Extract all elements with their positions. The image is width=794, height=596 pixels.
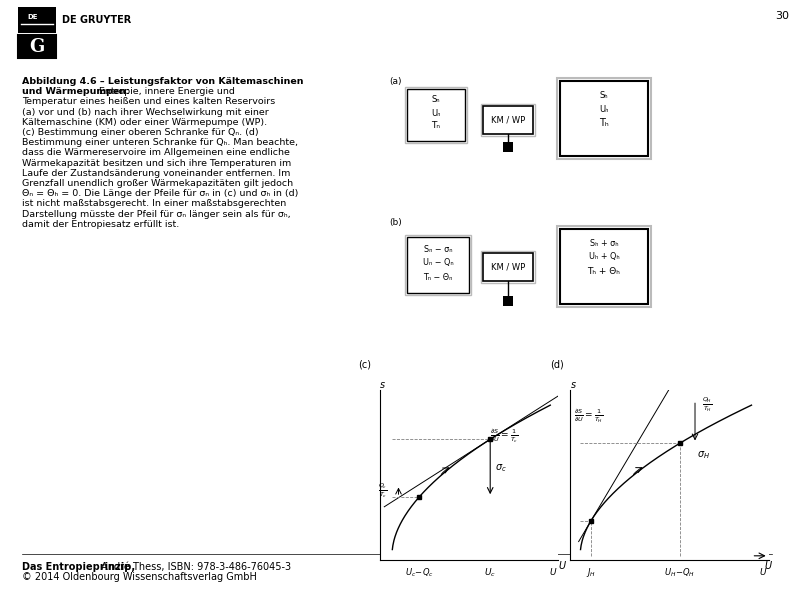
Text: und Wärmepumpen:: und Wärmepumpen: [22, 87, 129, 96]
Text: $U$: $U$ [764, 559, 773, 571]
Text: Abbildung 4.6 – Leistungsfaktor von Kältemaschinen: Abbildung 4.6 – Leistungsfaktor von Kält… [22, 77, 303, 86]
Text: Entropie, innere Energie und: Entropie, innere Energie und [96, 87, 235, 96]
Text: Wärmekapazität besitzen und sich ihre Temperaturen im: Wärmekapazität besitzen und sich ihre Te… [22, 159, 291, 167]
Text: $U_c$: $U_c$ [484, 566, 496, 579]
Text: KM / WP: KM / WP [491, 116, 525, 125]
Text: $\frac{Q_c}{T_c}$: $\frac{Q_c}{T_c}$ [378, 482, 387, 500]
Text: damit der Entropiesatz erfüllt ist.: damit der Entropiesatz erfüllt ist. [22, 220, 179, 229]
Text: Θₙ = Θₕ = 0. Die Länge der Pfeile für σₙ in (c) und σₕ in (d): Θₙ = Θₕ = 0. Die Länge der Pfeile für σₙ… [22, 189, 299, 198]
Text: Tₙ: Tₙ [431, 122, 441, 131]
Bar [405, 87, 467, 143]
Bar [18, 35, 56, 58]
Text: $\frac{Q_H}{T_H}$: $\frac{Q_H}{T_H}$ [702, 395, 712, 414]
Text: (a) vor und (b) nach ihrer Wechselwirkung mit einer: (a) vor und (b) nach ihrer Wechselwirkun… [22, 108, 268, 117]
Bar [407, 89, 465, 141]
Bar [557, 78, 651, 159]
Bar [483, 253, 533, 281]
Bar [557, 226, 651, 307]
Text: (b): (b) [389, 218, 402, 227]
Text: Tₙ − Θₙ: Tₙ − Θₙ [423, 272, 453, 281]
Bar [481, 104, 535, 136]
Bar [481, 251, 535, 283]
Text: KM / WP: KM / WP [491, 262, 525, 272]
Text: Sₙ − σₙ: Sₙ − σₙ [424, 244, 453, 253]
Text: Tₕ: Tₕ [599, 118, 609, 128]
Text: (a): (a) [389, 77, 402, 86]
Text: Tₕ + Θₕ: Tₕ + Θₕ [588, 266, 620, 275]
Bar [407, 237, 469, 293]
Text: G: G [29, 38, 44, 56]
Bar [560, 229, 648, 304]
Text: $U$: $U$ [558, 559, 568, 571]
Text: (c): (c) [358, 360, 371, 370]
Text: DE GRUYTER: DE GRUYTER [62, 15, 131, 25]
Text: $s$: $s$ [570, 380, 577, 390]
Text: $s$: $s$ [380, 380, 386, 390]
Text: $\frac{\partial S}{\partial U}=\frac{1}{T_H}$: $\frac{\partial S}{\partial U}=\frac{1}{… [574, 408, 603, 425]
Bar [18, 7, 56, 33]
Text: (c) Bestimmung einer oberen Schranke für Qₙ. (d): (c) Bestimmung einer oberen Schranke für… [22, 128, 259, 137]
Text: $U$: $U$ [759, 566, 768, 577]
Text: Bestimmung einer unteren Schranke für Qₕ. Man beachte,: Bestimmung einer unteren Schranke für Qₕ… [22, 138, 298, 147]
Bar [560, 81, 648, 156]
Text: Laufe der Zustandsänderung voneinander entfernen. Im: Laufe der Zustandsänderung voneinander e… [22, 169, 291, 178]
Text: © 2014 Oldenbourg Wissenschaftsverlag GmbH: © 2014 Oldenbourg Wissenschaftsverlag Gm… [22, 572, 257, 582]
Text: Uₕ: Uₕ [599, 104, 609, 113]
Text: $\sigma_H$: $\sigma_H$ [696, 449, 710, 461]
Bar [503, 142, 513, 152]
Text: Sₕ: Sₕ [599, 91, 608, 100]
Text: ist nicht maßstabsgerecht. In einer maßstabsgerechten: ist nicht maßstabsgerecht. In einer maßs… [22, 200, 287, 209]
Text: $J_H$: $J_H$ [585, 566, 596, 579]
Text: $U_c\!-\!Q_c$: $U_c\!-\!Q_c$ [405, 566, 434, 579]
Text: Sₕ + σₕ: Sₕ + σₕ [590, 238, 619, 247]
Text: Uₙ − Qₙ: Uₙ − Qₙ [422, 259, 453, 268]
Text: (d): (d) [550, 360, 564, 370]
Text: Uₙ: Uₙ [431, 108, 441, 117]
Text: 30: 30 [775, 11, 789, 21]
Text: Temperatur eines heißen und eines kalten Reservoirs: Temperatur eines heißen und eines kalten… [22, 97, 276, 107]
Text: Uₕ + Qₕ: Uₕ + Qₕ [588, 253, 619, 262]
Bar [405, 235, 471, 295]
Text: Grenzfall unendlich großer Wärmekapazitäten gilt jedoch: Grenzfall unendlich großer Wärmekapazitä… [22, 179, 293, 188]
Text: $\sigma_c$: $\sigma_c$ [495, 462, 507, 474]
Bar [503, 296, 513, 306]
Bar [483, 106, 533, 134]
Text: André Thess, ISBN: 978-3-486-76045-3: André Thess, ISBN: 978-3-486-76045-3 [98, 562, 291, 572]
Text: $U_H\!-\!Q_H$: $U_H\!-\!Q_H$ [664, 566, 696, 579]
Text: Darstellung müsste der Pfeil für σₙ länger sein als für σₕ,: Darstellung müsste der Pfeil für σₙ läng… [22, 210, 291, 219]
Text: $\frac{\partial S}{\partial U}=\frac{1}{T_c}$: $\frac{\partial S}{\partial U}=\frac{1}{… [491, 428, 518, 445]
Text: Kältemaschine (KM) oder einer Wärmepumpe (WP).: Kältemaschine (KM) oder einer Wärmepumpe… [22, 118, 267, 127]
Text: DE: DE [27, 14, 37, 20]
Text: dass die Wärmereservoire im Allgemeinen eine endliche: dass die Wärmereservoire im Allgemeinen … [22, 148, 290, 157]
Text: Das Entropieprinzip,: Das Entropieprinzip, [22, 562, 135, 572]
Text: Sₙ: Sₙ [432, 95, 441, 104]
Text: $U$: $U$ [549, 566, 557, 577]
